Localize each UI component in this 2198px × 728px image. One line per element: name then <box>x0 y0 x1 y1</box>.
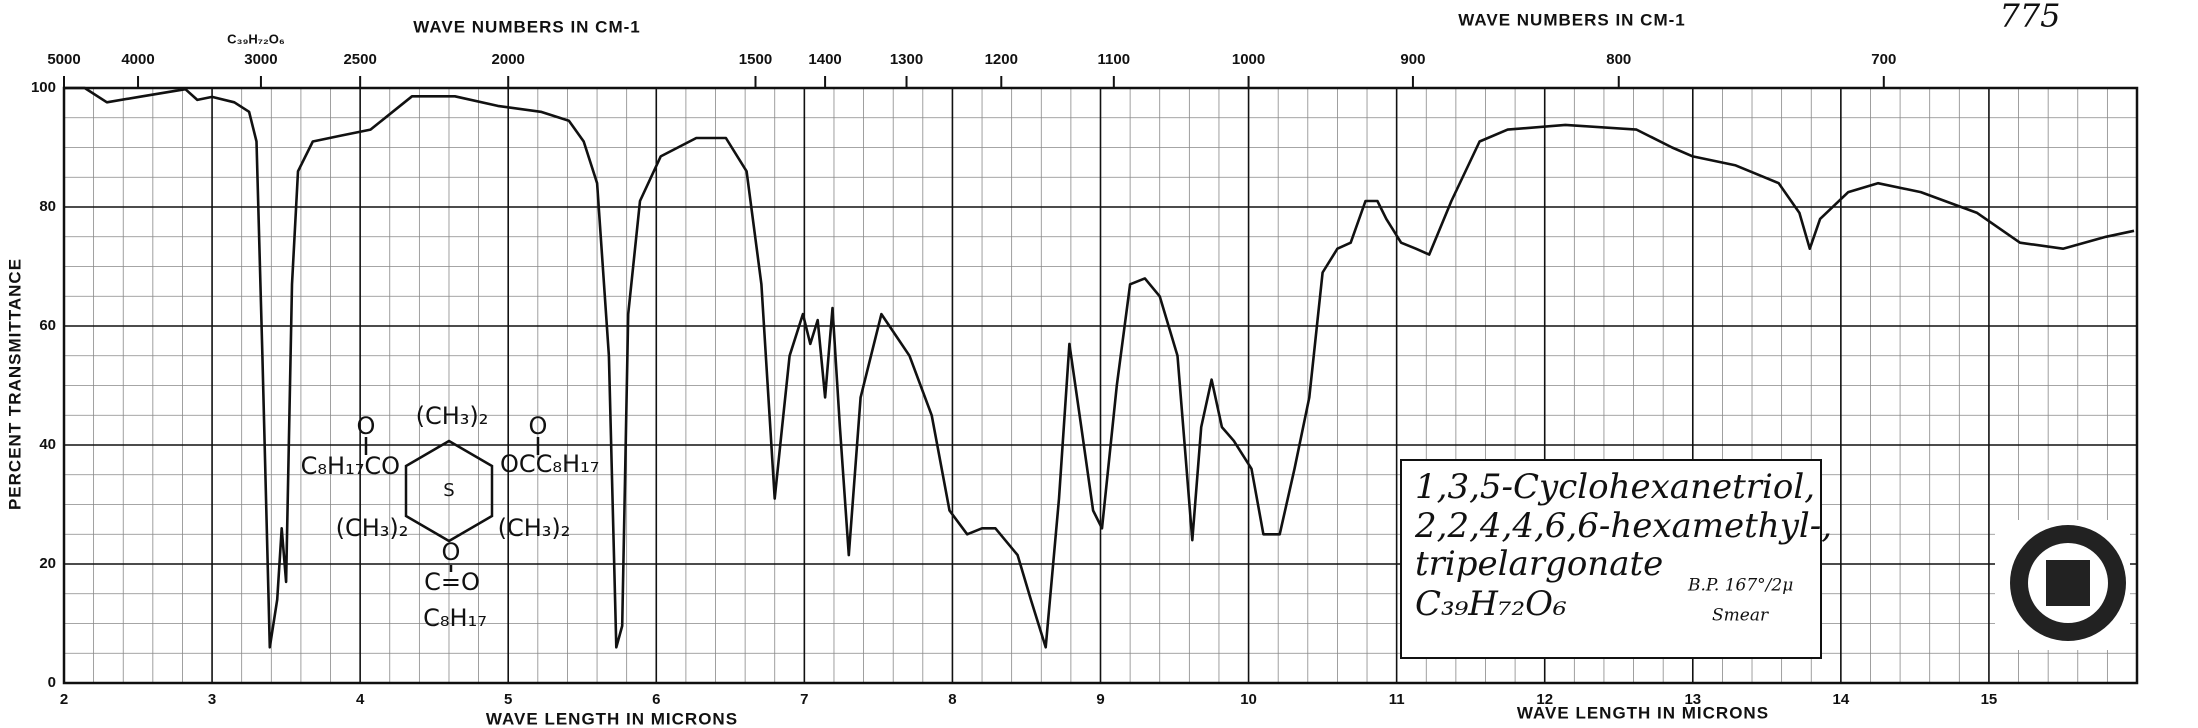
structure-label: S <box>443 480 454 501</box>
x-tick-label: 13 <box>1684 691 1701 708</box>
y-tick-label: 100 <box>31 79 56 96</box>
x-tick-label: 8 <box>948 691 956 708</box>
y-tick-label: 40 <box>39 436 56 453</box>
x-tick-label: 6 <box>652 691 660 708</box>
ring <box>404 439 494 543</box>
top-tick-label: 1300 <box>890 51 923 68</box>
top-tick-label: 5000 <box>47 51 80 68</box>
top-tick-label: 700 <box>1871 51 1896 68</box>
x-tick-label: 9 <box>1096 691 1104 708</box>
structure-label: OCC₈H₁₇ <box>500 450 599 478</box>
y-tick-label: 20 <box>39 555 56 572</box>
y-tick-label: 60 <box>39 317 56 334</box>
x-tick-label: 15 <box>1981 691 1998 708</box>
x-tick-label: 5 <box>504 691 512 708</box>
y-axis-label: PERCENT TRANSMITTANCE <box>5 258 24 510</box>
x-tick-label: 4 <box>356 691 365 708</box>
top-tick-label: 4000 <box>121 51 154 68</box>
structure-label: (CH₃)₂ <box>416 402 489 430</box>
top-tick-label: 2500 <box>343 51 376 68</box>
top-axis-label-right: WAVE NUMBERS IN CM-1 <box>1458 10 1685 29</box>
top-tick-label: 2000 <box>492 51 525 68</box>
structure-label: C₈H₁₇ <box>423 604 487 632</box>
x-tick-label: 12 <box>1536 691 1553 708</box>
annotation-note: Smear <box>1712 606 1769 626</box>
formula-header: C₃₉H₇₂O₆ <box>227 31 285 46</box>
top-tick-label: 900 <box>1400 51 1425 68</box>
top-tick-label: 1200 <box>985 51 1018 68</box>
y-tick-label: 0 <box>48 674 56 691</box>
top-tick-label: 1100 <box>1098 51 1131 68</box>
logo <box>1995 520 2130 650</box>
structure-label: O <box>442 538 461 566</box>
y-tick-label: 80 <box>39 198 56 215</box>
structure-label: O <box>357 412 376 440</box>
annotation-line: C₃₉H₇₂O₆ <box>1415 584 1567 624</box>
top-tick-label: 1500 <box>739 51 772 68</box>
page-number: 775 <box>1999 0 2060 35</box>
structure-label: C₈H₁₇CO <box>301 452 400 480</box>
spectrum-line <box>64 86 2135 649</box>
x-tick-label: 14 <box>1833 691 1850 708</box>
grid <box>62 86 2139 685</box>
top-tick-label: 1000 <box>1232 51 1265 68</box>
x-tick-label: 11 <box>1389 691 1405 708</box>
top-axis-label: WAVE NUMBERS IN CM-1 <box>413 17 640 36</box>
structure-label: (CH₃)₂ <box>498 514 571 542</box>
top-tick-label: 1400 <box>808 51 841 68</box>
structure <box>364 437 540 572</box>
logo-mark <box>2046 560 2090 606</box>
annotation-line: tripelargonate <box>1415 544 1663 584</box>
x-axis-label: WAVE LENGTH IN MICRONS <box>486 709 738 728</box>
top-tick-label: 800 <box>1606 51 1631 68</box>
top-tick-label: 3000 <box>244 51 277 68</box>
x-axis-label-right: WAVE LENGTH IN MICRONS <box>1517 703 1769 722</box>
structure-label: O <box>529 412 548 440</box>
structure-label: C=O <box>424 568 480 596</box>
annotation-box <box>1400 459 1822 659</box>
annotation-line: 1,3,5-Cyclohexanetriol, <box>1415 467 1815 507</box>
x-tick-label: 10 <box>1240 691 1257 708</box>
x-tick-label: 3 <box>208 691 216 708</box>
x-tick-label: 7 <box>800 691 808 708</box>
x-tick-label: 2 <box>60 691 68 708</box>
annotation-line: 2,2,4,4,6,6-hexamethyl-, <box>1414 506 1832 546</box>
structure-label: (CH₃)₂ <box>336 514 409 542</box>
annotation-note: B.P. 167°/2μ <box>1687 576 1793 596</box>
